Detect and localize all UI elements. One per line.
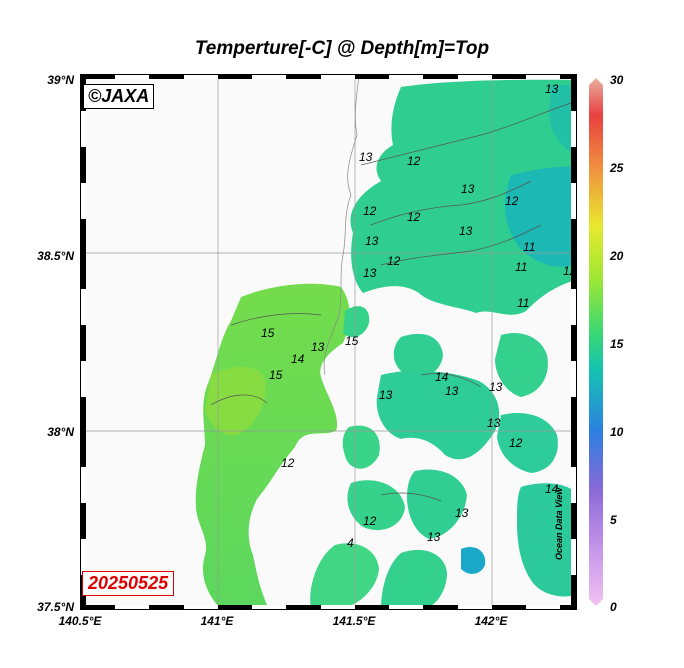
lat-tick-label: 38°N [47, 425, 74, 439]
sst-patch-3 [376, 370, 500, 460]
copyright-badge: ©JAXA [83, 84, 155, 109]
contour-label: 12 [387, 254, 401, 268]
colorbar-tick: 0 [610, 600, 617, 614]
sst-region-coast-warmest [205, 366, 266, 436]
sst-region-northeast-cold [549, 85, 576, 155]
lon-tick-label: 141.5°E [332, 614, 376, 628]
sst-region-coast [195, 283, 350, 609]
lon-tick-label: 141°E [200, 614, 234, 628]
contour-label: 14 [545, 482, 559, 496]
contour-label: 13 [311, 340, 325, 354]
sst-region-north-cold [505, 166, 576, 267]
contour-label: 13 [365, 234, 379, 248]
contour-label: 12 [363, 204, 377, 218]
sst-patch-11 [310, 543, 379, 609]
lat-tick-label: 38.5°N [37, 249, 74, 263]
contour-label: 13 [359, 150, 373, 164]
contour-label: 15 [269, 368, 283, 382]
contour-label: 13 [489, 380, 503, 394]
contour-label: 14 [291, 352, 305, 366]
colorbar-tick: 25 [610, 161, 624, 175]
contour-label: 11 [515, 260, 527, 274]
contour-label: 13 [455, 506, 469, 520]
contour-label: 11 [517, 296, 529, 310]
contour-label: 12 [509, 436, 523, 450]
map-plot-area: 13 12 13 12 13 13 12 13 11 13 12 12 11 1… [80, 74, 577, 610]
lat-tick-label: 39°N [47, 73, 74, 87]
chart-title: Temperture[-C] @ Depth[m]=Top [194, 38, 490, 59]
lat-tick-label: 37.5°N [37, 600, 74, 614]
sst-patch-1 [343, 306, 370, 338]
colorbar-tick: 5 [610, 513, 617, 527]
colorbar-tick: 30 [610, 73, 624, 87]
sst-patch-8 [497, 413, 558, 473]
contour-label: 13 [461, 182, 475, 196]
contour-label: 13 [379, 388, 393, 402]
contour-label: 15 [345, 334, 359, 348]
contour-label: 13 [363, 266, 377, 280]
sst-patch-5 [342, 425, 380, 469]
contour-label: 12 [281, 456, 295, 470]
contour-label: 12 [505, 194, 519, 208]
contour-label: 12 [363, 514, 377, 528]
contour-label: 4 [347, 536, 354, 550]
date-badge: 20250525 [82, 571, 175, 596]
sst-patch-10 [461, 546, 486, 574]
contour-label: 12 [407, 210, 421, 224]
sst-patch-4 [495, 333, 548, 397]
contour-label: 13 [459, 224, 473, 238]
colorbar-tick: 15 [610, 337, 624, 351]
contour-label: 11 [523, 240, 535, 254]
lon-tick-label: 140.5°E [58, 614, 102, 628]
contour-label: 13 [545, 82, 559, 96]
lon-tick-label: 142°E [474, 614, 508, 628]
contour-label: 12 [563, 264, 576, 278]
sst-region-north [350, 79, 576, 315]
sst-patch-6 [347, 480, 405, 531]
sst-patch-7 [407, 469, 467, 539]
contour-label: 14 [435, 370, 449, 384]
sst-patch-2 [393, 333, 443, 377]
colorbar-tick: 20 [610, 249, 624, 263]
colorbar [589, 78, 603, 606]
contour-label: 15 [261, 326, 275, 340]
contour-label: 13 [487, 416, 501, 430]
sst-patch-12 [381, 549, 447, 609]
contour-label: 13 [445, 384, 459, 398]
sst-patch-9 [517, 483, 576, 597]
credit-label: Ocean Data View [554, 487, 564, 560]
contour-label: 12 [407, 154, 421, 168]
colorbar-tick: 10 [610, 425, 624, 439]
contour-label: 13 [427, 530, 441, 544]
